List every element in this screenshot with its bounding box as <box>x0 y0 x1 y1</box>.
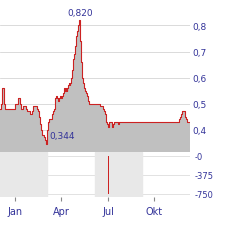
Text: 0,344: 0,344 <box>50 132 75 141</box>
Bar <box>108 156 109 194</box>
Bar <box>95 152 142 198</box>
Text: 0,820: 0,820 <box>67 9 93 18</box>
Bar <box>0 152 48 198</box>
